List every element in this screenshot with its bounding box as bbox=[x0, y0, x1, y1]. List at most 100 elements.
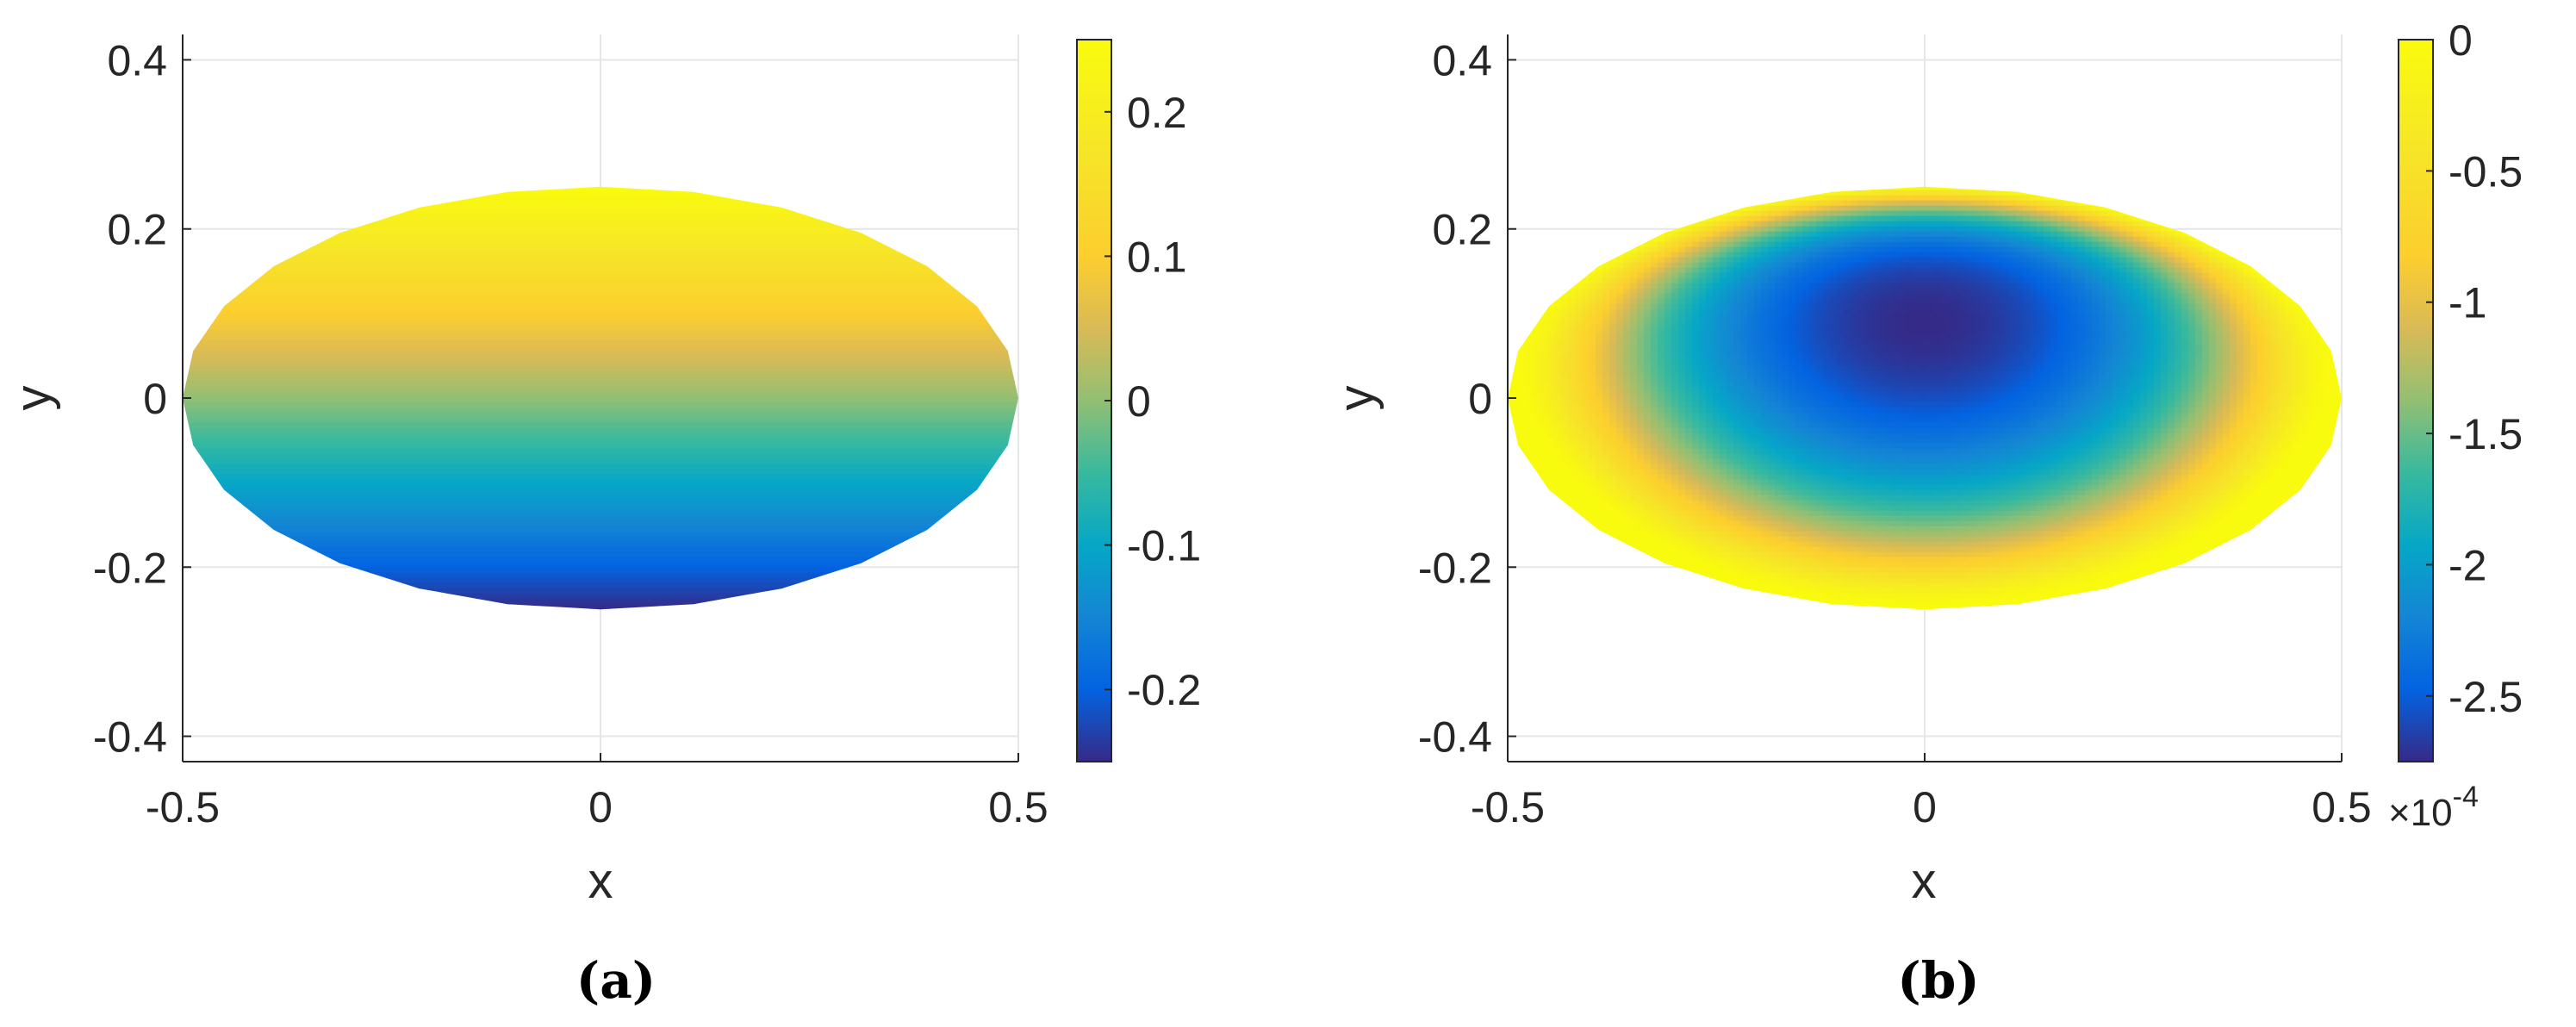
heatmap-cell bbox=[2133, 221, 2141, 227]
heatmap-cell bbox=[2119, 252, 2127, 258]
heatmap-cell bbox=[1857, 200, 1865, 207]
heatmap-cell bbox=[1823, 355, 1831, 362]
heatmap-cell bbox=[2147, 319, 2155, 326]
heatmap-cell bbox=[1623, 339, 1631, 346]
heatmap-cell bbox=[2085, 190, 2093, 196]
heatmap-cell bbox=[1747, 298, 1755, 305]
heatmap-cell bbox=[2326, 186, 2334, 191]
heatmap-cell bbox=[1926, 288, 1934, 295]
heatmap-cell bbox=[1568, 381, 1576, 388]
heatmap-cell bbox=[1968, 246, 1976, 253]
heatmap-cell bbox=[1975, 350, 1982, 357]
heatmap-cell bbox=[1596, 303, 1603, 310]
heatmap-cell bbox=[1892, 246, 1900, 253]
heatmap-cell bbox=[2016, 365, 2024, 372]
panel-a-label: (a) bbox=[576, 951, 656, 1010]
heatmap-cell bbox=[1575, 205, 1583, 212]
heatmap-cell bbox=[1568, 186, 1576, 191]
heatmap-cell bbox=[2030, 262, 2038, 269]
heatmap-cell bbox=[183, 500, 1018, 507]
heatmap-cell bbox=[1789, 381, 1796, 388]
heatmap-cell bbox=[2050, 190, 2058, 196]
heatmap-cell bbox=[2009, 246, 2017, 253]
heatmap-cell bbox=[1768, 262, 1776, 269]
heatmap-cell bbox=[1602, 190, 1610, 196]
heatmap-cell bbox=[1795, 334, 1803, 341]
heatmap-cell bbox=[2257, 267, 2265, 274]
heatmap-cell bbox=[2292, 272, 2299, 279]
heatmap-cell bbox=[2278, 257, 2286, 264]
heatmap-cell bbox=[1596, 215, 1603, 222]
heatmap-cell bbox=[2188, 288, 2196, 295]
heatmap-cell bbox=[2326, 190, 2334, 196]
heatmap-cell bbox=[1892, 221, 1900, 227]
heatmap-cell bbox=[2002, 319, 2010, 326]
heatmap-cell bbox=[2333, 186, 2341, 191]
heatmap-cell bbox=[1809, 339, 1817, 346]
heatmap-cell bbox=[1975, 283, 1982, 289]
heatmap-cell bbox=[1534, 386, 1541, 393]
heatmap-cell bbox=[2071, 308, 2079, 315]
heatmap-cell bbox=[1795, 246, 1803, 253]
heatmap-cell bbox=[2278, 360, 2286, 367]
heatmap-cell bbox=[2140, 339, 2148, 346]
heatmap-cell bbox=[183, 298, 1018, 305]
heatmap-cell bbox=[1692, 303, 1700, 310]
heatmap-cell bbox=[2230, 324, 2237, 331]
heatmap-cell bbox=[1968, 190, 1976, 196]
heatmap-cell bbox=[2106, 370, 2113, 377]
heatmap-cell bbox=[1713, 257, 1720, 264]
heatmap-cell bbox=[1747, 267, 1755, 274]
heatmap-cell bbox=[1913, 257, 1920, 264]
heatmap-cell bbox=[1520, 314, 1528, 321]
heatmap-cell bbox=[1926, 186, 1934, 191]
heatmap-cell bbox=[1534, 221, 1541, 227]
heatmap-cell bbox=[1644, 345, 1652, 352]
heatmap-cell bbox=[2154, 303, 2162, 310]
heatmap-cell bbox=[2299, 308, 2306, 315]
heatmap-cell bbox=[1899, 386, 1907, 393]
heatmap-cell bbox=[1968, 231, 1976, 238]
heatmap-cell bbox=[1899, 314, 1907, 321]
heatmap-cell bbox=[2188, 205, 2196, 212]
heatmap-cell bbox=[2195, 236, 2203, 243]
heatmap-cell bbox=[1623, 293, 1631, 300]
heatmap-cell bbox=[1802, 303, 1810, 310]
heatmap-cell bbox=[2243, 381, 2251, 388]
heatmap-cell bbox=[1616, 370, 1624, 377]
heatmap-cell bbox=[1664, 370, 1672, 377]
heatmap-cell bbox=[2044, 345, 2051, 352]
heatmap-cell bbox=[2071, 236, 2079, 243]
heatmap-cell bbox=[2319, 308, 2327, 315]
heatmap-cell bbox=[2030, 283, 2038, 289]
heatmap-cell bbox=[1940, 226, 1948, 233]
heatmap-cell bbox=[2044, 350, 2051, 357]
heatmap-cell bbox=[1575, 360, 1583, 367]
heatmap-cell bbox=[1602, 246, 1610, 253]
heatmap-cell bbox=[2278, 365, 2286, 372]
heatmap-cell bbox=[1857, 195, 1865, 202]
heatmap-cell bbox=[1644, 190, 1652, 196]
heatmap-cell bbox=[1713, 386, 1720, 393]
heatmap-cell bbox=[2312, 272, 2320, 279]
heatmap-cell bbox=[2140, 360, 2148, 367]
heatmap-cell bbox=[1837, 360, 1845, 367]
heatmap-cell bbox=[2168, 376, 2175, 383]
heatmap-cell bbox=[1699, 308, 1707, 315]
heatmap-cell bbox=[2050, 262, 2058, 269]
heatmap-cell bbox=[1644, 210, 1652, 217]
heatmap-cell bbox=[1740, 355, 1748, 362]
heatmap-cell bbox=[2195, 355, 2203, 362]
heatmap-cell bbox=[2243, 210, 2251, 217]
heatmap-cell bbox=[1982, 246, 1989, 253]
heatmap-cell bbox=[2147, 355, 2155, 362]
heatmap-cell bbox=[2312, 355, 2320, 362]
heatmap-cell bbox=[2271, 329, 2279, 336]
heatmap-cell bbox=[2009, 319, 2017, 326]
heatmap-cell bbox=[1575, 190, 1583, 196]
heatmap-cell bbox=[2326, 267, 2334, 274]
heatmap-cell bbox=[1871, 376, 1879, 383]
heatmap-cell bbox=[2023, 241, 2031, 248]
heatmap-cell bbox=[2057, 329, 2065, 336]
heatmap-cell bbox=[2071, 355, 2079, 362]
